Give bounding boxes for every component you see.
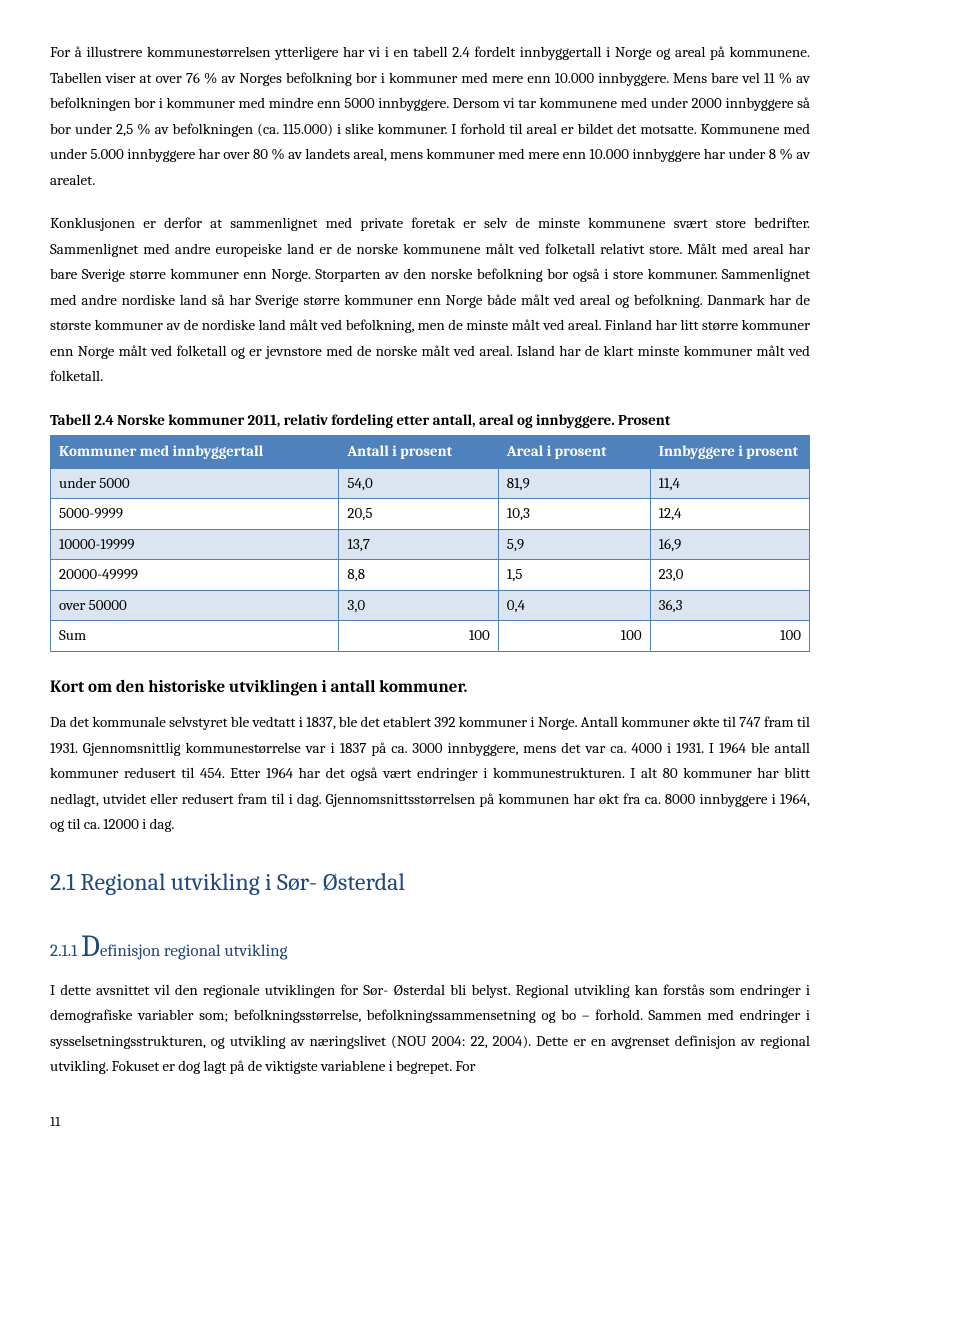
table-cell: over 50000 (51, 590, 339, 621)
paragraph-4: I dette avsnittet vil den regionale utvi… (50, 978, 810, 1080)
table-cell: 3,0 (339, 590, 498, 621)
chapter-heading: 2.1 Regional utvikling i Sør- Østerdal (50, 862, 810, 903)
paragraph-2: Konklusjonen er derfor at sammenlignet m… (50, 211, 810, 390)
table-cell: 10,3 (498, 499, 650, 530)
table-cell: 81,9 (498, 468, 650, 499)
table-cell: 23,0 (650, 560, 809, 591)
section-heading: Kort om den historiske utviklingen i ant… (50, 674, 810, 703)
table-sum-row: Sum 100 100 100 (51, 621, 810, 652)
table-cell: under 5000 (51, 468, 339, 499)
table-cell: 100 (650, 621, 809, 652)
table-header-row: Kommuner med innbyggertall Antall i pros… (51, 436, 810, 469)
table-cell: 36,3 (650, 590, 809, 621)
dropcap: D (81, 929, 100, 964)
table-row: 10000-19999 13,7 5,9 16,9 (51, 529, 810, 560)
paragraph-3: Da det kommunale selvstyret ble vedtatt … (50, 710, 810, 838)
table-row: under 5000 54,0 81,9 11,4 (51, 468, 810, 499)
table-cell: 10000-19999 (51, 529, 339, 560)
table-cell: 0,4 (498, 590, 650, 621)
table-cell: Sum (51, 621, 339, 652)
table-header-cell: Innbyggere i prosent (650, 436, 809, 469)
table-cell: 8,8 (339, 560, 498, 591)
table-header-cell: Kommuner med innbyggertall (51, 436, 339, 469)
sub-rest: efinisjon regional utvikling (100, 942, 288, 961)
table-cell: 5000-9999 (51, 499, 339, 530)
table-cell: 54,0 (339, 468, 498, 499)
data-table: Kommuner med innbyggertall Antall i pros… (50, 435, 810, 652)
table-header-cell: Areal i prosent (498, 436, 650, 469)
sub-number: 2.1.1 (50, 942, 81, 961)
table-row: 20000-49999 8,8 1,5 23,0 (51, 560, 810, 591)
table-cell: 16,9 (650, 529, 809, 560)
table-row: over 50000 3,0 0,4 36,3 (51, 590, 810, 621)
table-cell: 100 (339, 621, 498, 652)
sub-heading: 2.1.1 Definisjon regional utvikling (50, 921, 810, 972)
table-cell: 20,5 (339, 499, 498, 530)
table-cell: 11,4 (650, 468, 809, 499)
table-cell: 100 (498, 621, 650, 652)
paragraph-1: For å illustrere kommunestørrelsen ytter… (50, 40, 810, 193)
table-cell: 12,4 (650, 499, 809, 530)
table-cell: 1,5 (498, 560, 650, 591)
table-row: 5000-9999 20,5 10,3 12,4 (51, 499, 810, 530)
table-cell: 20000-49999 (51, 560, 339, 591)
table-caption: Tabell 2.4 Norske kommuner 2011, relativ… (50, 408, 810, 434)
table-cell: 5,9 (498, 529, 650, 560)
page-number: 11 (50, 1110, 810, 1134)
table-cell: 13,7 (339, 529, 498, 560)
table-header-cell: Antall i prosent (339, 436, 498, 469)
